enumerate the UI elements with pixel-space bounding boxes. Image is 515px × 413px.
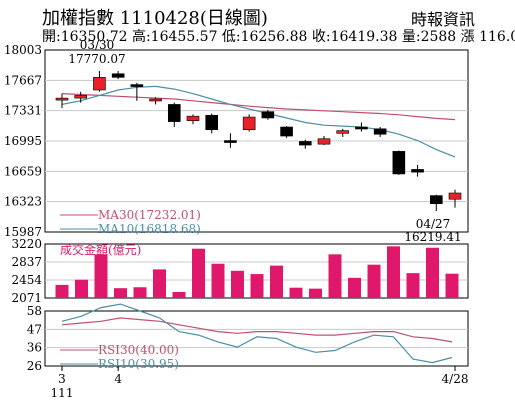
- volume-bar: [94, 254, 108, 298]
- rsi-tick-label: 58: [27, 304, 42, 318]
- volume-bar: [250, 274, 264, 298]
- high-date-label: 03/30: [80, 38, 115, 52]
- candle-body: [186, 115, 200, 121]
- volume-bar: [114, 288, 127, 298]
- candle-body: [373, 128, 387, 135]
- volume-bar: [231, 270, 244, 298]
- volume-bar: [75, 279, 88, 298]
- volume-bar: [192, 248, 205, 298]
- candle-body: [392, 151, 406, 175]
- volume-bar: [55, 284, 69, 298]
- volume-bar: [153, 269, 166, 298]
- candle-body: [336, 130, 350, 134]
- candle-body: [355, 126, 368, 130]
- candle-body: [242, 116, 256, 131]
- volume-bar: [387, 246, 400, 298]
- candle-body: [317, 138, 331, 145]
- chart-title: 加權指數 1110428(日線圖): [42, 8, 268, 29]
- volume-bar: [289, 287, 303, 298]
- price-tick-label: 16323: [4, 195, 42, 209]
- ma30-line: [61, 93, 456, 121]
- x-year-label: 111: [51, 386, 74, 400]
- volume-bar: [328, 254, 342, 298]
- candle-body: [261, 111, 275, 119]
- rsi10-line: [61, 303, 453, 364]
- low-date-label: 04/27: [416, 217, 451, 231]
- volume-tick-label: 3220: [11, 237, 42, 251]
- candle-body: [74, 95, 88, 99]
- price-tick-label: 17667: [4, 73, 42, 87]
- ma10-legend-label: MA10(16818.68): [98, 222, 201, 236]
- price-tick-label: 15987: [4, 225, 42, 239]
- price-tick-label: 18003: [4, 43, 42, 57]
- ma30-legend-label: MA30(17232.01): [98, 208, 201, 222]
- volume-bar: [211, 263, 225, 298]
- volume-tick-label: 2454: [11, 273, 42, 287]
- x-tick-label: 4/28: [442, 372, 469, 386]
- candle-body: [130, 84, 144, 87]
- volume-bar: [270, 265, 283, 298]
- ma10-line: [61, 85, 456, 158]
- volume-bar: [445, 273, 459, 298]
- candle-body: [93, 77, 106, 91]
- rsi-tick-label: 47: [27, 322, 42, 336]
- volume-tick-label: 2837: [11, 255, 42, 269]
- volume-title: 成交金額(億元): [60, 242, 141, 257]
- candle-body: [429, 195, 443, 205]
- volume-bar: [133, 287, 147, 298]
- candle-body: [448, 192, 462, 200]
- high-value-label: 17770.07: [68, 52, 125, 66]
- volume-bar: [172, 291, 186, 298]
- candle-body: [280, 126, 293, 137]
- rsi30-line: [61, 317, 453, 343]
- volume-bar: [348, 277, 361, 298]
- candle-body: [55, 97, 69, 101]
- candle-body: [205, 114, 219, 131]
- price-tick-label: 16995: [4, 134, 42, 148]
- rsi10-legend-label: RSI10(30.95): [98, 357, 179, 371]
- candle-body: [411, 169, 424, 173]
- x-tick-label: 4: [114, 372, 122, 386]
- candle-body: [167, 104, 181, 122]
- candle-body: [149, 98, 162, 102]
- candle-body: [111, 73, 125, 78]
- rsi-panel: [44, 310, 469, 367]
- price-tick-label: 16659: [4, 164, 42, 178]
- volume-bar: [406, 273, 420, 298]
- volume-bar: [367, 264, 381, 298]
- volume-bar: [426, 247, 439, 298]
- rsi-tick-label: 36: [27, 341, 42, 355]
- price-tick-label: 17331: [4, 104, 42, 118]
- x-tick-label: 3: [58, 372, 66, 386]
- rsi30-legend-label: RSI30(40.00): [98, 343, 179, 357]
- volume-bar: [309, 288, 322, 298]
- publisher-label: 時報資訊: [410, 10, 475, 29]
- rsi-tick-label: 26: [27, 359, 42, 373]
- ohlc-summary: 開:16350.72 高:16455.57 低:16256.88 收:16419…: [42, 29, 515, 45]
- volume-tick-label: 2071: [11, 291, 42, 305]
- candle-body: [224, 140, 237, 143]
- candle-body: [298, 141, 312, 146]
- low-value-label: 16219.41: [404, 230, 461, 244]
